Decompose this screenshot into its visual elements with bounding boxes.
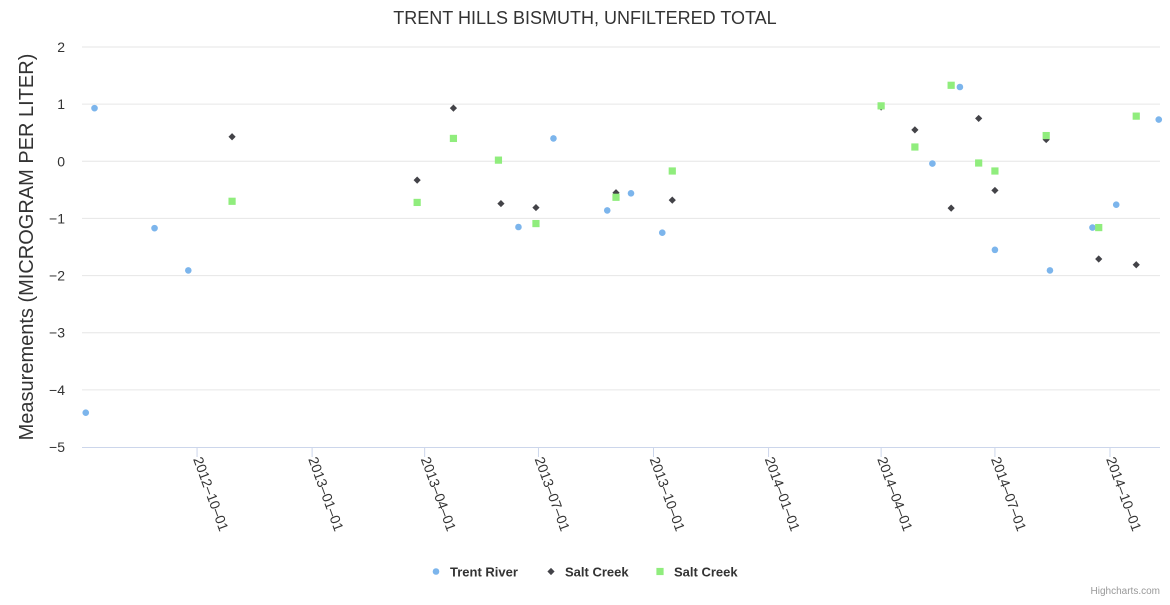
y-tick-label: 1: [57, 96, 65, 112]
data-point[interactable]: [494, 156, 503, 164]
data-point[interactable]: [449, 134, 458, 143]
credits-link[interactable]: Highcharts.com: [1091, 586, 1160, 597]
x-tick-label: 2014–07–01: [988, 455, 1030, 534]
data-point[interactable]: [1095, 255, 1103, 263]
data-point[interactable]: [1132, 261, 1140, 269]
data-point[interactable]: [515, 223, 522, 231]
data-point[interactable]: [91, 104, 98, 112]
data-point[interactable]: [1112, 201, 1120, 209]
data-point[interactable]: [627, 189, 635, 197]
grid-lines: [82, 46, 1160, 391]
series-points: [82, 81, 1163, 417]
legend-label: Salt Creek: [565, 565, 629, 580]
y-tick-label: 0: [57, 153, 65, 169]
data-point[interactable]: [991, 167, 999, 175]
data-point[interactable]: [929, 160, 936, 167]
data-point[interactable]: [532, 203, 540, 212]
data-point[interactable]: [228, 197, 236, 205]
data-point[interactable]: [947, 81, 955, 89]
data-point[interactable]: [668, 196, 676, 204]
x-tick-label: 2013–01–01: [305, 455, 347, 534]
x-axis-ticks: 2012–10–01 2013–01–01 2013–04–01 2013–07–01…: [190, 447, 1145, 533]
y-tick-label: −5: [49, 439, 65, 455]
legend: Trent River Salt Creek Salt Creek: [432, 565, 738, 580]
data-point[interactable]: [1089, 224, 1096, 231]
data-point[interactable]: [228, 133, 236, 141]
x-tick-label: 2012–10–01: [190, 455, 232, 534]
x-tick-label: 2014–10–01: [1103, 455, 1145, 534]
x-tick-label: 2013–10–01: [647, 455, 689, 534]
x-tick-label: 2014–01–01: [762, 455, 804, 534]
y-tick-label: −1: [49, 210, 65, 226]
y-tick-label: −4: [49, 382, 65, 398]
data-point[interactable]: [1046, 267, 1054, 274]
y-axis-tick-labels: 2 1 0 −1 −2 −3 −4 −5: [49, 39, 65, 455]
legend-marker-icon: [656, 567, 664, 576]
data-point[interactable]: [413, 176, 421, 184]
data-point[interactable]: [82, 409, 90, 417]
chart-title: TRENT HILLS BISMUTH, UNFILTERED TOTAL: [393, 8, 776, 28]
data-point[interactable]: [975, 159, 983, 167]
data-point[interactable]: [1132, 112, 1140, 120]
data-point[interactable]: [497, 199, 505, 208]
data-point[interactable]: [911, 126, 919, 134]
data-point[interactable]: [877, 102, 885, 110]
data-point[interactable]: [550, 135, 557, 142]
data-point[interactable]: [668, 167, 676, 175]
y-tick-label: 2: [57, 39, 65, 55]
data-point[interactable]: [151, 224, 158, 232]
series-square-salt-creek: [228, 81, 1140, 232]
data-point[interactable]: [532, 219, 540, 228]
legend-marker-icon: [547, 567, 555, 576]
data-point[interactable]: [449, 104, 458, 112]
data-point[interactable]: [956, 83, 964, 91]
legend-marker-icon: [432, 568, 440, 575]
y-tick-label: −3: [49, 325, 65, 341]
y-axis-title: Measurements (MICROGRAM PER LITER): [16, 54, 38, 441]
data-point[interactable]: [1095, 223, 1103, 232]
data-point[interactable]: [947, 204, 955, 212]
y-tick-label: −2: [49, 268, 65, 284]
data-point[interactable]: [991, 246, 999, 254]
legend-item[interactable]: Salt Creek: [547, 565, 629, 580]
data-point[interactable]: [603, 207, 611, 214]
x-tick-label: 2013–04–01: [418, 455, 460, 534]
legend-label: Trent River: [450, 565, 518, 580]
data-point[interactable]: [911, 143, 919, 151]
data-point[interactable]: [975, 114, 983, 123]
data-point[interactable]: [1042, 131, 1050, 140]
data-point[interactable]: [658, 229, 666, 237]
data-point[interactable]: [612, 193, 620, 201]
legend-item[interactable]: Trent River: [432, 565, 518, 580]
data-point[interactable]: [413, 198, 421, 207]
series-diamond-salt-creek: [228, 103, 1140, 269]
data-point[interactable]: [991, 186, 999, 195]
legend-label: Salt Creek: [674, 565, 738, 580]
data-point[interactable]: [1155, 116, 1163, 123]
data-point[interactable]: [184, 267, 192, 274]
x-tick-label: 2013–07–01: [532, 455, 574, 534]
legend-item[interactable]: Salt Creek: [656, 565, 738, 580]
x-tick-label: 2014–04–01: [874, 455, 916, 534]
series-circle-trent-river: [82, 83, 1163, 417]
